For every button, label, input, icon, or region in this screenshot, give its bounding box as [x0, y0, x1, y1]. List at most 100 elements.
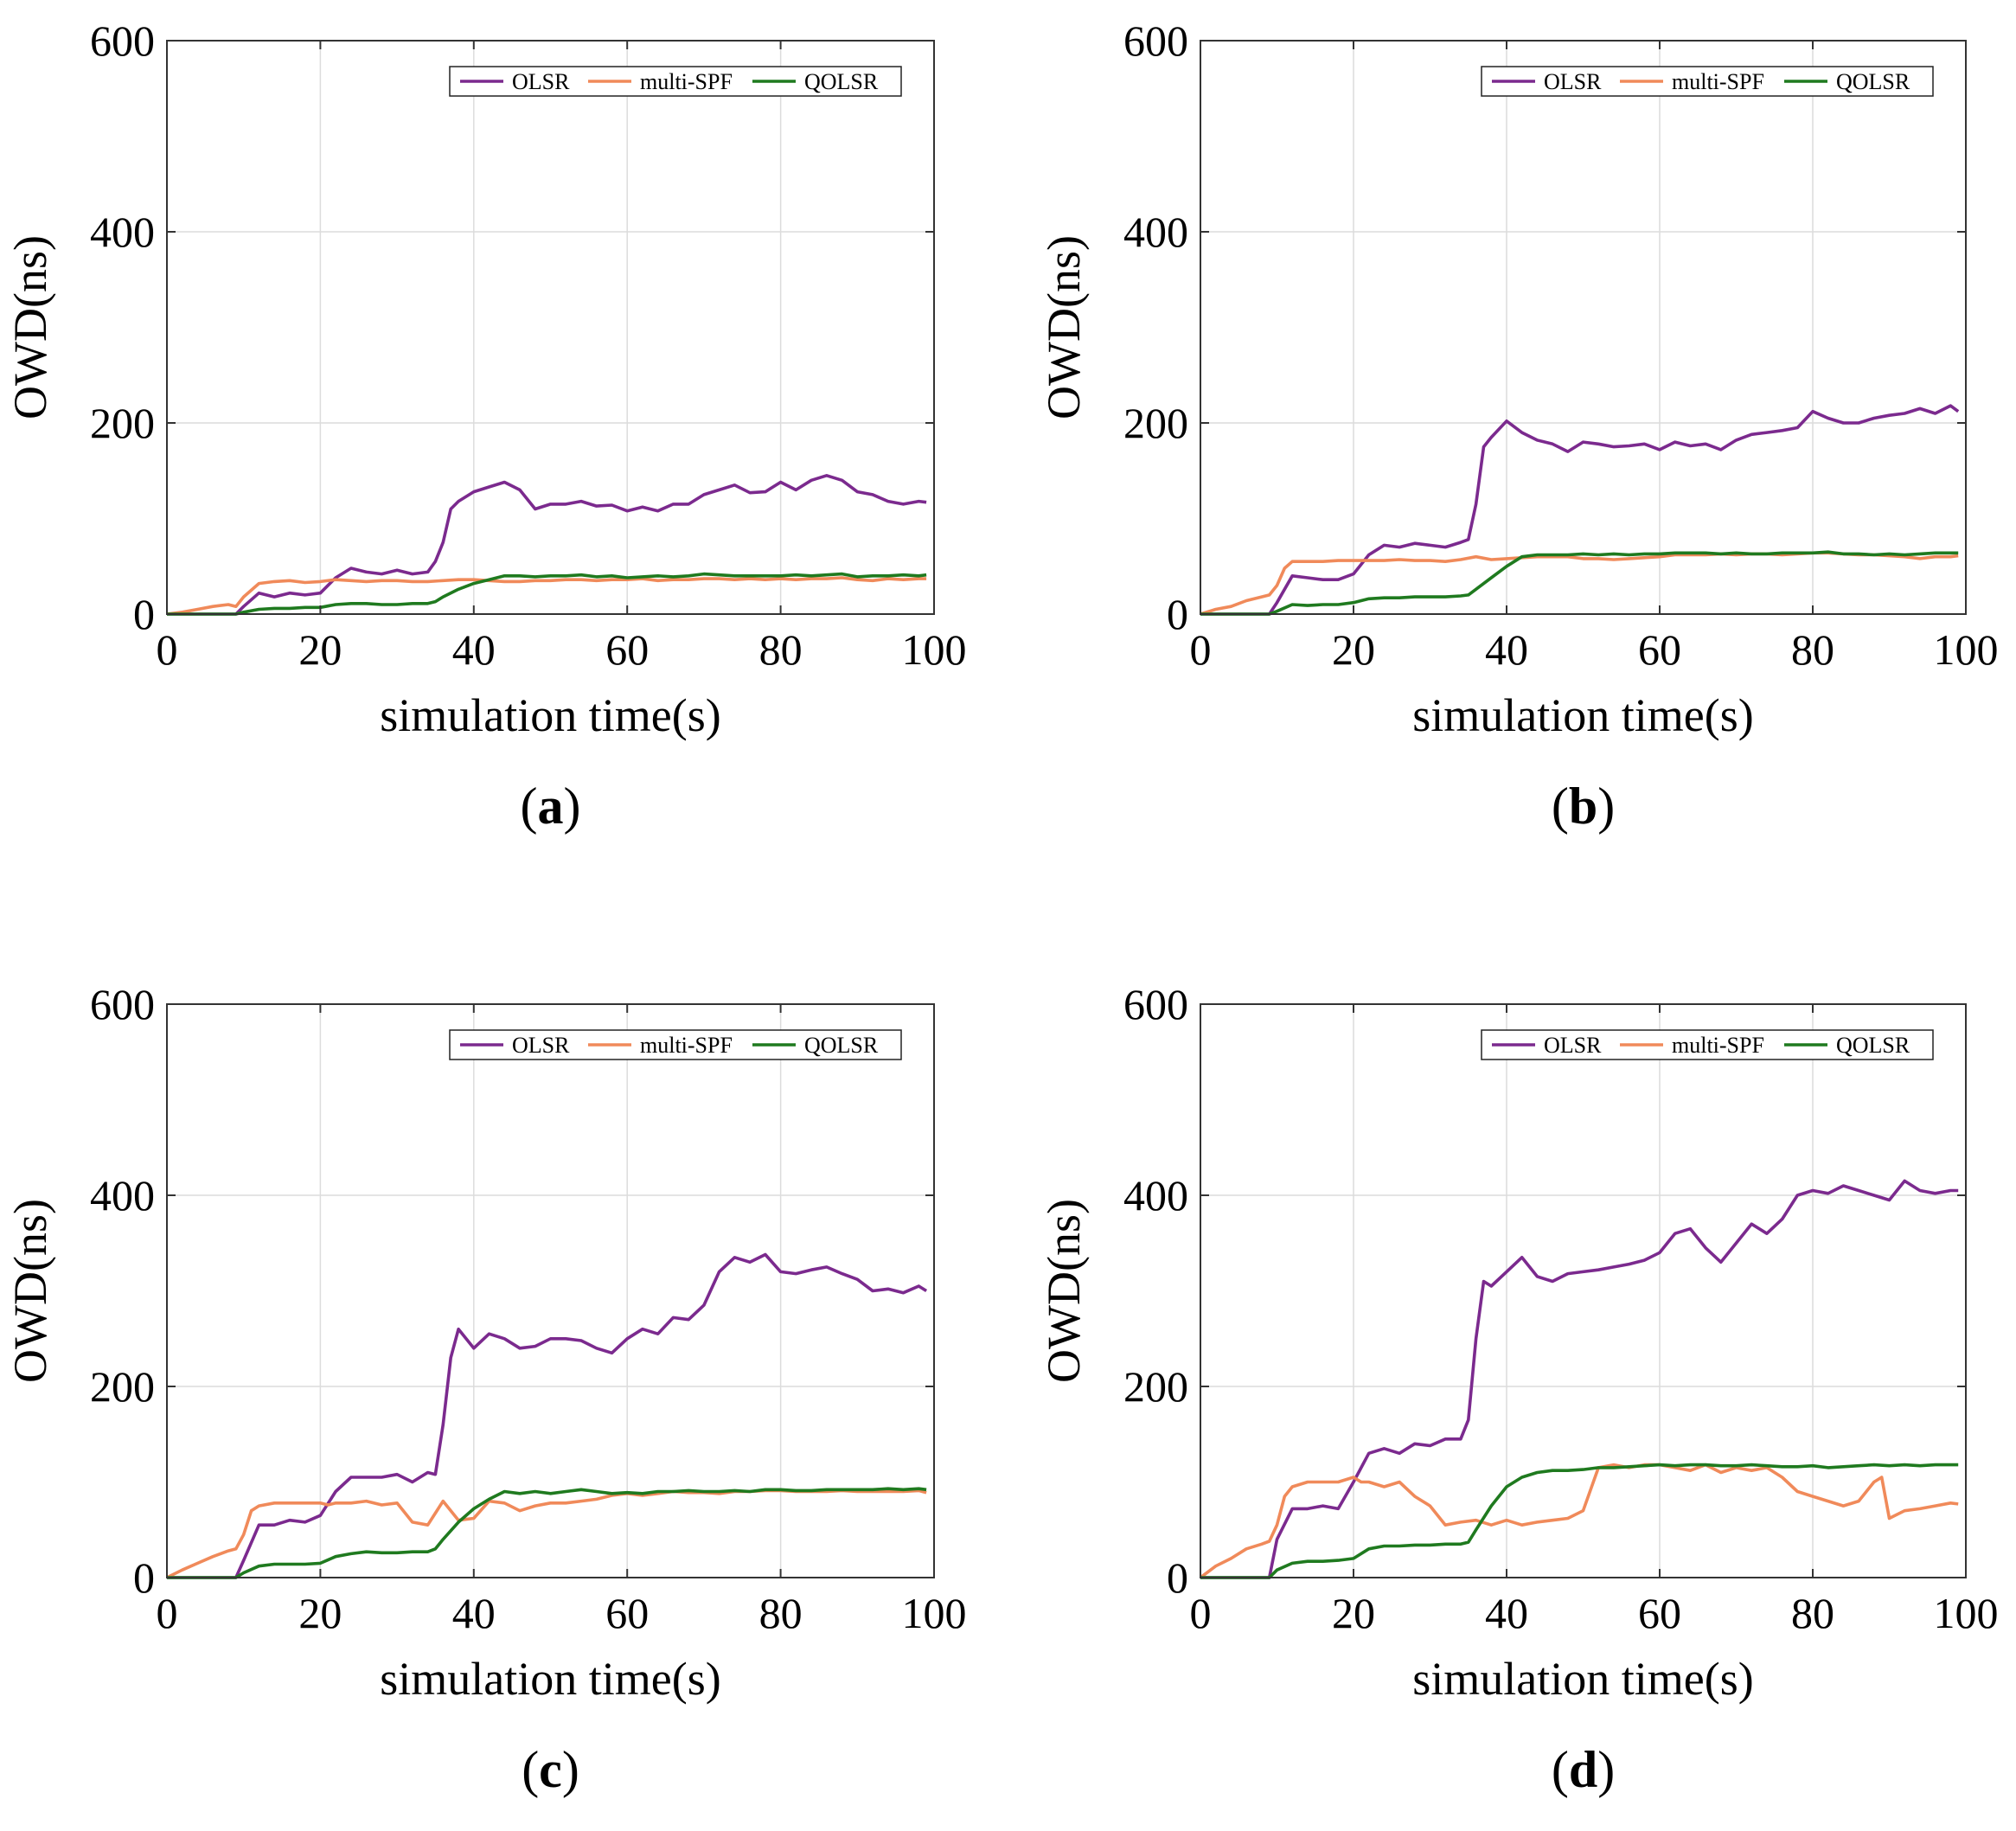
x-tick-label: 80	[759, 1589, 803, 1637]
y-tick-label: 400	[90, 1171, 155, 1220]
series-line-multi-spf	[1199, 1463, 1959, 1579]
y-tick-label: 200	[1123, 399, 1188, 447]
legend: OLSR multi-SPF QOLSR	[1481, 1029, 1934, 1060]
legend: OLSR multi-SPF QOLSR	[449, 1029, 902, 1060]
series-line-qolsr	[167, 1487, 927, 1579]
series-line-olsr	[1200, 1179, 1959, 1579]
panel-label-close: )	[564, 778, 581, 835]
x-tick-label: 80	[1791, 625, 1834, 674]
plot-frame	[1200, 40, 1967, 615]
panel-label-close: )	[1597, 778, 1615, 835]
y-tick-label: 400	[1123, 1171, 1188, 1220]
y-tick-label: 600	[1123, 980, 1188, 1028]
y-tick-label: 600	[1123, 16, 1188, 65]
legend-label: multi-SPF	[640, 69, 733, 94]
x-tick-label: 40	[1485, 625, 1528, 674]
legend: OLSR multi-SPF QOLSR	[449, 66, 902, 97]
x-tick-label: 100	[1934, 625, 1999, 674]
x-tick-label: 20	[1332, 1589, 1375, 1637]
y-tick-label: 200	[90, 1362, 155, 1411]
legend-box	[449, 66, 902, 97]
y-tick-label: 200	[90, 399, 155, 447]
x-tick-label: 100	[902, 1589, 967, 1637]
x-tick-label: 100	[902, 625, 967, 674]
panel-label: (d)	[1552, 1741, 1615, 1798]
x-tick-label: 60	[605, 1589, 649, 1637]
x-tick-label: 40	[452, 625, 496, 674]
legend-label: multi-SPF	[1672, 1033, 1764, 1058]
panel-label: (b)	[1552, 778, 1615, 835]
legend-label: OLSR	[1544, 1033, 1602, 1058]
series-line-qolsr	[1200, 550, 1959, 616]
panel-label-open: (	[521, 778, 538, 835]
x-tick-label: 80	[759, 625, 803, 674]
legend-label: OLSR	[1544, 69, 1602, 94]
chart-panel-c: 0 20 40 60 80 100 0 200 400 600 simulation time(s)…	[4, 980, 967, 1798]
panel-label-letter: d	[1569, 1741, 1597, 1798]
panel-label-close: )	[1597, 1741, 1615, 1798]
x-tick-label: 40	[452, 1589, 496, 1637]
x-tick-label: 60	[1638, 1589, 1681, 1637]
legend-box	[449, 1029, 902, 1060]
legend-label: QOLSR	[1836, 1033, 1910, 1058]
legend-label: OLSR	[512, 1033, 570, 1058]
y-tick-label: 0	[1167, 1553, 1188, 1602]
x-axis-title: simulation time(s)	[380, 1653, 720, 1705]
series-line-olsr	[167, 1252, 928, 1579]
panel-label: (c)	[522, 1741, 579, 1798]
panel-label-close: )	[562, 1741, 579, 1798]
x-tick-label: 40	[1485, 1589, 1528, 1637]
series-line-qolsr	[167, 572, 927, 616]
x-tick-label: 0	[1190, 625, 1212, 674]
legend-label: QOLSR	[804, 69, 879, 94]
x-tick-label: 60	[1638, 625, 1681, 674]
series-line-olsr	[167, 473, 927, 616]
y-tick-label: 0	[1167, 590, 1188, 638]
x-tick-label: 0	[1190, 1589, 1212, 1637]
y-tick-label: 600	[90, 980, 155, 1028]
x-tick-label: 20	[1332, 625, 1375, 674]
series-line-olsr	[1200, 404, 1960, 616]
panel-label-open: (	[1552, 1741, 1569, 1798]
x-tick-label: 20	[298, 625, 342, 674]
panel-label-letter: a	[538, 778, 564, 835]
y-tick-label: 200	[1123, 1362, 1188, 1411]
x-tick-label: 60	[605, 625, 649, 674]
legend-label: QOLSR	[804, 1033, 879, 1058]
x-tick-label: 0	[157, 1589, 178, 1637]
legend-label: multi-SPF	[1672, 69, 1764, 94]
x-axis-title: simulation time(s)	[380, 689, 720, 741]
x-tick-label: 0	[157, 625, 178, 674]
plot-frame	[166, 40, 935, 615]
x-tick-label: 20	[298, 1589, 342, 1637]
legend-label: QOLSR	[1836, 69, 1910, 94]
chart-panel-a: 0 20 40 60 80 100 0 200 400 600 simulation time(s)…	[4, 16, 967, 835]
legend-label: multi-SPF	[640, 1033, 733, 1058]
y-tick-label: 0	[133, 1553, 155, 1602]
legend-box	[1481, 1029, 1934, 1060]
panel-label-open: (	[1552, 778, 1569, 835]
chart-panel-d: 0 20 40 60 80 100 0 200 400 600 simulation time(s)…	[1038, 980, 1999, 1798]
legend: OLSR multi-SPF QOLSR	[1481, 66, 1934, 97]
x-axis-title: simulation time(s)	[1412, 689, 1753, 741]
y-axis-title: OWD(ns)	[1038, 235, 1090, 419]
legend-box	[1481, 66, 1934, 97]
series-line-qolsr	[1200, 1463, 1959, 1579]
panel-label-letter: c	[539, 1741, 562, 1798]
series-line-multi-spf	[166, 576, 927, 616]
plot-frame	[166, 1003, 935, 1578]
y-axis-title: OWD(ns)	[4, 235, 56, 419]
x-tick-label: 100	[1934, 1589, 1999, 1637]
panel-label: (a)	[521, 778, 581, 835]
y-axis-title: OWD(ns)	[4, 1199, 56, 1383]
y-tick-label: 400	[90, 208, 155, 256]
y-tick-label: 400	[1123, 208, 1188, 256]
panel-label-open: (	[522, 1741, 539, 1798]
x-tick-label: 80	[1791, 1589, 1834, 1637]
x-axis-title: simulation time(s)	[1412, 1653, 1753, 1705]
y-tick-label: 600	[90, 16, 155, 65]
chart-panel-b: 0 20 40 60 80 100 0 200 400 600 simulation time(s)…	[1038, 16, 1999, 835]
plot-frame	[1200, 1003, 1967, 1578]
panel-label-letter: b	[1569, 778, 1597, 835]
